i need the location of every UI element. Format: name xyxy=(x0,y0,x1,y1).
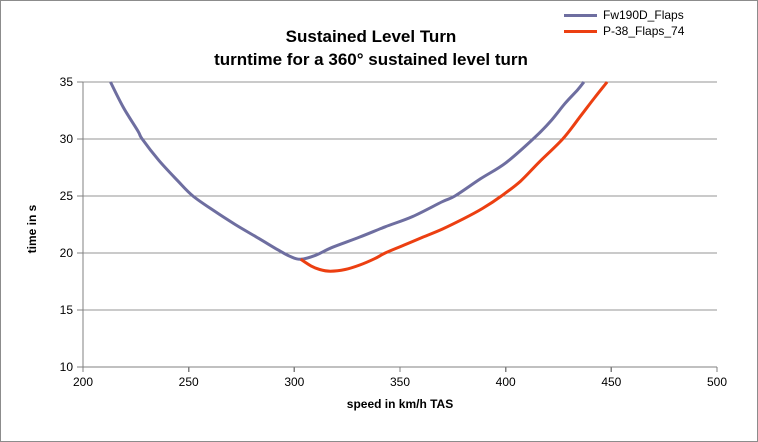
y-tick-label-15: 15 xyxy=(60,303,74,317)
chart-title-line1: Sustained Level Turn xyxy=(285,27,457,46)
x-axis-title: speed in km/h TAS xyxy=(346,397,454,411)
legend-label-fw190d: Fw190D_Flaps xyxy=(603,8,684,22)
x-tick-label-300: 300 xyxy=(284,375,304,389)
y-tick-label-35: 35 xyxy=(60,75,74,89)
legend: Fw190D_Flaps P-38_Flaps_74 xyxy=(564,7,684,39)
x-tick-label-450: 450 xyxy=(601,375,621,389)
x-tick-label-350: 350 xyxy=(390,375,410,389)
x-tick-label-200: 200 xyxy=(73,375,93,389)
y-axis-title: time in s xyxy=(25,204,39,254)
legend-line-swatch-p38 xyxy=(564,29,597,33)
chart-title: Sustained Level Turn turntime for a 360°… xyxy=(1,25,741,71)
chart-title-line2: turntime for a 360° sustained level turn xyxy=(214,50,528,69)
legend-label-p38: P-38_Flaps_74 xyxy=(603,24,685,38)
y-tick-label-25: 25 xyxy=(60,189,74,203)
legend-item-p38-flaps-74[interactable]: P-38_Flaps_74 xyxy=(564,23,684,39)
series-line-Fw190D_Flaps[interactable] xyxy=(109,81,586,261)
x-tick-label-400: 400 xyxy=(496,375,516,389)
legend-line-swatch-fw190d xyxy=(564,13,597,17)
x-tick-label-250: 250 xyxy=(179,375,199,389)
series-line-P-38_Flaps_74[interactable] xyxy=(299,81,609,273)
legend-item-fw190d-flaps[interactable]: Fw190D_Flaps xyxy=(564,7,684,23)
y-tick-label-20: 20 xyxy=(60,246,74,260)
y-tick-label-30: 30 xyxy=(60,132,74,146)
y-tick-label-10: 10 xyxy=(60,360,74,374)
x-tick-label-500: 500 xyxy=(707,375,727,389)
